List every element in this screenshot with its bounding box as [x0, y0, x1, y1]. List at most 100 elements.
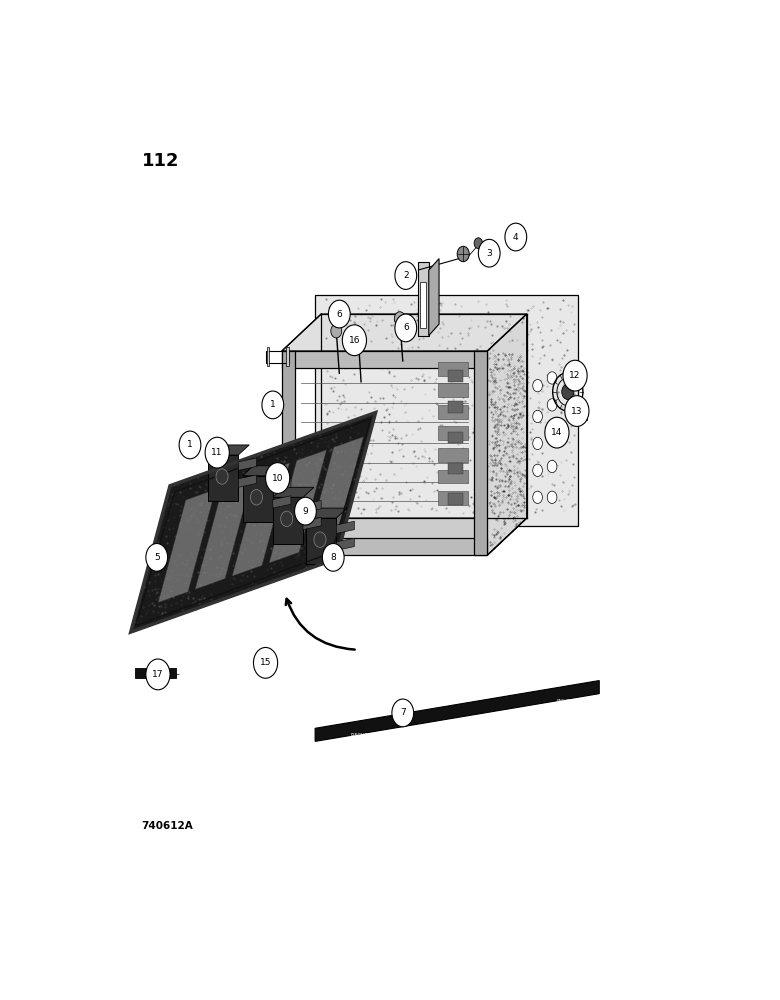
Circle shape	[533, 410, 542, 423]
Circle shape	[548, 372, 557, 384]
Polygon shape	[438, 426, 468, 440]
Text: 1: 1	[187, 440, 193, 449]
Polygon shape	[438, 383, 468, 397]
Polygon shape	[135, 668, 176, 678]
Text: 3: 3	[487, 249, 492, 258]
Circle shape	[563, 360, 587, 391]
Polygon shape	[420, 282, 427, 328]
Text: 12: 12	[569, 371, 581, 380]
Text: 8: 8	[331, 553, 336, 562]
Text: 10: 10	[272, 474, 283, 483]
Text: 5: 5	[154, 553, 160, 562]
Text: 16: 16	[349, 336, 360, 345]
Circle shape	[562, 384, 574, 400]
Text: 2: 2	[403, 271, 409, 280]
Polygon shape	[448, 463, 463, 474]
Circle shape	[265, 463, 289, 493]
Polygon shape	[282, 351, 295, 555]
Polygon shape	[243, 476, 273, 522]
Polygon shape	[418, 262, 429, 336]
Polygon shape	[448, 493, 463, 505]
Polygon shape	[267, 347, 269, 366]
Polygon shape	[572, 410, 587, 420]
Circle shape	[295, 497, 317, 525]
Polygon shape	[208, 455, 239, 501]
Polygon shape	[438, 448, 468, 462]
Text: 112: 112	[142, 152, 179, 170]
Polygon shape	[273, 497, 303, 544]
Polygon shape	[336, 521, 354, 533]
Circle shape	[331, 324, 342, 338]
Polygon shape	[307, 437, 363, 550]
Circle shape	[548, 460, 557, 473]
Circle shape	[544, 417, 569, 448]
Polygon shape	[282, 351, 488, 368]
Circle shape	[254, 654, 265, 668]
Text: 740612A: 740612A	[142, 821, 193, 831]
Text: 15: 15	[260, 658, 271, 667]
Text: 11: 11	[211, 448, 223, 457]
Text: 1: 1	[270, 400, 275, 409]
Polygon shape	[429, 259, 439, 336]
Polygon shape	[418, 259, 459, 270]
Circle shape	[281, 511, 292, 527]
Text: ENG.RPM: ENG.RPM	[557, 699, 576, 703]
Polygon shape	[158, 489, 215, 602]
Text: 17: 17	[152, 670, 164, 679]
Text: TACHOMETER: TACHOMETER	[502, 712, 530, 716]
Circle shape	[505, 223, 526, 251]
Circle shape	[254, 647, 278, 678]
Text: 9: 9	[303, 507, 308, 516]
Polygon shape	[315, 681, 599, 741]
Circle shape	[395, 262, 417, 289]
Polygon shape	[273, 487, 314, 497]
Text: 7: 7	[400, 708, 406, 717]
Circle shape	[146, 659, 170, 690]
Polygon shape	[239, 458, 257, 470]
Circle shape	[533, 491, 542, 503]
Polygon shape	[448, 401, 463, 413]
Circle shape	[533, 437, 542, 450]
Polygon shape	[208, 445, 250, 455]
Polygon shape	[438, 362, 468, 376]
Circle shape	[205, 437, 229, 468]
Circle shape	[146, 544, 168, 571]
Polygon shape	[303, 517, 321, 530]
Polygon shape	[282, 518, 526, 555]
Circle shape	[474, 238, 483, 249]
Text: 6: 6	[403, 323, 409, 332]
Polygon shape	[438, 491, 468, 505]
Circle shape	[322, 544, 344, 571]
Polygon shape	[282, 538, 488, 555]
Circle shape	[565, 396, 589, 426]
Polygon shape	[336, 538, 354, 550]
Circle shape	[554, 428, 562, 439]
Text: 6: 6	[336, 310, 342, 319]
Text: 14: 14	[551, 428, 562, 437]
Circle shape	[314, 532, 326, 547]
Circle shape	[548, 491, 557, 503]
Polygon shape	[448, 370, 463, 382]
Text: RECHR ▲: RECHR ▲	[351, 732, 374, 737]
Polygon shape	[232, 463, 289, 576]
Polygon shape	[286, 347, 289, 366]
Polygon shape	[438, 470, 468, 483]
Circle shape	[395, 314, 417, 342]
Circle shape	[179, 431, 201, 459]
Polygon shape	[303, 500, 321, 513]
Polygon shape	[269, 450, 327, 563]
Polygon shape	[273, 496, 291, 508]
Polygon shape	[438, 405, 468, 419]
Circle shape	[353, 336, 364, 350]
Text: 4: 4	[513, 233, 519, 242]
Polygon shape	[131, 413, 376, 632]
Polygon shape	[315, 295, 578, 526]
Text: 13: 13	[571, 407, 583, 416]
Polygon shape	[306, 518, 336, 564]
Polygon shape	[448, 432, 463, 443]
Circle shape	[328, 300, 350, 328]
Polygon shape	[488, 314, 526, 555]
Circle shape	[392, 699, 413, 727]
Polygon shape	[239, 475, 257, 487]
Polygon shape	[243, 466, 284, 476]
